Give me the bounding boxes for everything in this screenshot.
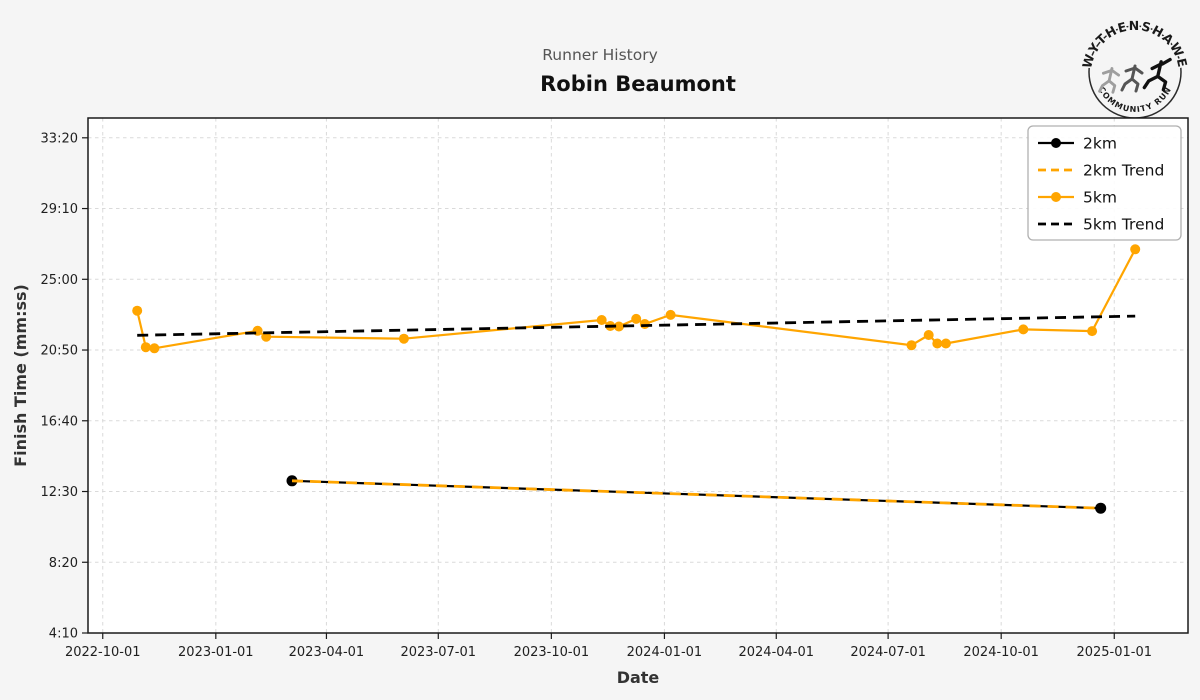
legend-item-5km: 5km [1038,189,1117,207]
y-tick-label: 8:20 [49,556,78,571]
y-tick-label: 20:50 [41,344,78,359]
data-point-5km [398,333,409,344]
legend-label: 2km Trend [1083,162,1164,180]
data-point-5km [665,309,676,320]
data-point-5km [923,330,934,340]
runner-figure-icon [1120,64,1144,93]
x-tick-label: 2023-04-01 [289,645,365,660]
x-tick-label: 2023-01-01 [178,645,254,660]
x-tick-label: 2024-04-01 [738,645,814,660]
y-tick-label: 25:00 [41,273,78,288]
runner-name-title: Robin Beaumont [540,72,736,96]
legend-label: 2km [1083,135,1117,153]
x-tick-label: 2025-01-01 [1076,645,1152,660]
legend-label: 5km [1083,189,1117,207]
data-point-5km [940,338,951,349]
x-tick-label: 2023-10-01 [514,645,590,660]
y-tick-label: 16:40 [41,414,78,429]
legend-item-5km-trend: 5km Trend [1038,216,1164,234]
x-tick-label: 2024-07-01 [850,645,926,660]
club-logo: WYTHENSHAWE COMMUNITY RUN [1078,16,1191,119]
legend-marker [1051,138,1061,148]
y-tick-label: 29:10 [41,202,78,217]
x-tick-label: 2024-10-01 [963,645,1039,660]
legend-box [1027,125,1182,241]
data-point-5km [631,313,642,324]
legend-label: 5km Trend [1083,216,1164,234]
data-point-5km [906,340,917,351]
y-tick-label: 33:20 [41,131,78,146]
data-point-5km [639,319,650,329]
series-5km-trend [137,314,1136,337]
plot-area [88,118,1188,633]
series-5km [132,244,1141,354]
series-2km-trend [291,479,1101,510]
plot-border [87,117,1189,634]
chart-subtitle: Runner History [542,46,658,64]
y-axis-label: Finish Time (mm:ss) [11,284,30,467]
x-tick-label: 2024-01-01 [627,645,703,660]
runner-figure-icon [1098,67,1121,94]
runner-figure-icon [1142,57,1172,92]
data-point-5km [149,343,160,354]
data-point-5km [132,305,143,316]
data-point-5km [932,338,943,349]
data-point-5km [596,315,607,325]
series-line [137,314,1136,337]
y-tick-label: 4:10 [49,627,78,642]
data-point-5km [1087,326,1098,337]
x-axis-label: Date [617,668,660,687]
legend-marker [1051,192,1061,202]
data-point-5km [140,342,151,353]
legend-item-2km: 2km [1038,135,1117,153]
x-tick-label: 2023-07-01 [400,645,476,660]
data-point-5km [1130,244,1141,255]
data-point-5km [613,321,624,332]
legend: 2km 2km Trend 5km 5km Trend [1027,125,1182,241]
x-tick-label: 2022-10-01 [65,645,141,660]
series-line [291,479,1101,510]
data-point-2km [1095,502,1107,514]
y-tick-label: 12:30 [41,485,78,500]
data-point-5km [1018,324,1029,335]
legend-item-2km-trend: 2km Trend [1038,162,1164,180]
